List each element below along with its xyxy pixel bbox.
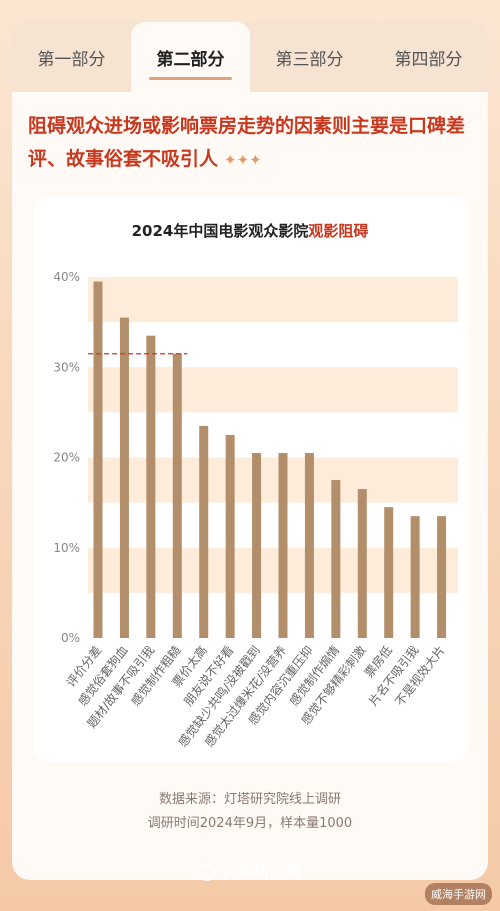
bar bbox=[199, 425, 209, 638]
y-tick-label: 10% bbox=[53, 541, 80, 555]
y-tick-label: 0% bbox=[61, 631, 80, 645]
chart-title-prefix: 2024年中国电影观众影院 bbox=[131, 222, 309, 240]
tab-part-2[interactable]: 第二部分 bbox=[131, 22, 250, 92]
brand-name: 灯塔研究院 bbox=[221, 862, 302, 881]
bar bbox=[172, 353, 182, 638]
survey-info: 调研时间2024年9月，样本量1000 bbox=[147, 816, 353, 831]
bar bbox=[252, 452, 262, 638]
grid-band bbox=[88, 457, 458, 503]
grid-band bbox=[88, 277, 458, 323]
tab-part-3[interactable]: 第三部分 bbox=[275, 49, 344, 70]
chart-title: 2024年中国电影观众影院观影阻碍 bbox=[0, 220, 500, 241]
bar bbox=[331, 480, 341, 638]
section-tabs: 第一部分 第二部分 第三部分 第四部分 bbox=[12, 22, 488, 92]
brand-footer: 灯塔研究院 bbox=[0, 858, 500, 882]
chart-title-highlight: 观影阻碍 bbox=[308, 222, 369, 240]
tab-part-1[interactable]: 第一部分 bbox=[37, 49, 106, 70]
lighthouse-logo-icon bbox=[197, 863, 216, 881]
bar bbox=[437, 516, 447, 638]
grid-band bbox=[88, 547, 458, 593]
bar bbox=[384, 507, 394, 638]
bar bbox=[357, 489, 367, 638]
bar bbox=[93, 281, 103, 638]
y-tick-label: 30% bbox=[53, 360, 80, 374]
headline: 阻碍观众进场或影响票房走势的因素则主要是口碑差评、故事俗套不吸引人 ✦✦✦ bbox=[28, 110, 478, 177]
bar bbox=[225, 434, 235, 638]
sparkle-icon: ✦✦✦ bbox=[224, 151, 262, 169]
tab-part-4[interactable]: 第四部分 bbox=[394, 49, 463, 70]
source-line: 数据来源：灯塔研究院线上调研 bbox=[158, 792, 341, 807]
bar bbox=[278, 452, 288, 638]
y-tick-label: 40% bbox=[53, 270, 80, 284]
bar bbox=[304, 452, 314, 638]
grid-band bbox=[88, 367, 458, 413]
y-tick-label: 20% bbox=[53, 451, 80, 465]
headline-text: 阻碍观众进场或影响票房走势的因素则主要是口碑差评、故事俗套不吸引人 bbox=[28, 115, 466, 170]
watermark: 威海手游网 bbox=[425, 883, 492, 905]
bar bbox=[410, 516, 420, 638]
bar bbox=[119, 317, 129, 638]
bar bbox=[146, 335, 156, 638]
